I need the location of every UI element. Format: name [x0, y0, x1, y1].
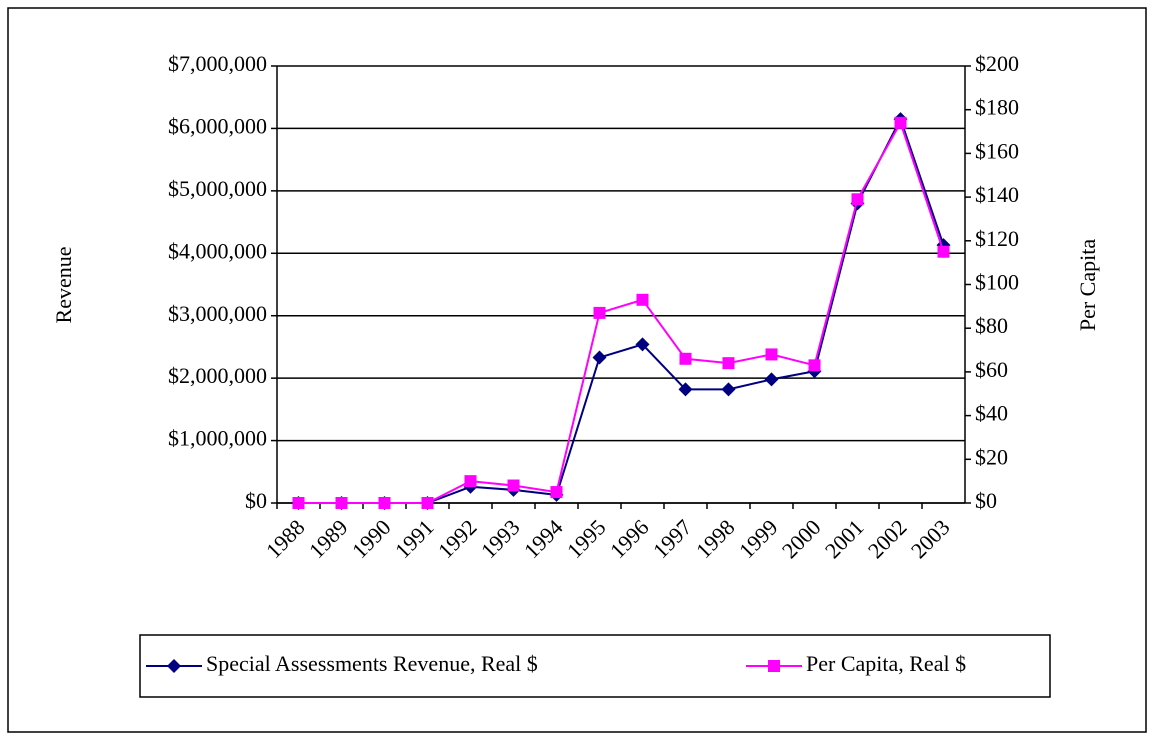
- y-tick-label: $4,000,000: [168, 238, 267, 263]
- point: [678, 382, 693, 397]
- point: [335, 497, 348, 509]
- point: [722, 357, 735, 370]
- point: [592, 350, 607, 365]
- point: [808, 359, 821, 372]
- legend-marker: [167, 659, 181, 673]
- point: [894, 116, 907, 129]
- point: [464, 475, 477, 488]
- y2-tick-label: $0: [975, 488, 997, 513]
- y2-tick-label: $80: [975, 313, 1008, 338]
- point: [593, 306, 606, 319]
- y2-tick-label: $140: [975, 182, 1019, 207]
- y2-tick-label: $120: [975, 226, 1019, 251]
- legend-box: [139, 634, 1051, 698]
- y2-tick-label: $60: [975, 357, 1008, 382]
- point: [507, 479, 520, 492]
- point: [378, 497, 391, 509]
- point: [721, 382, 736, 397]
- point: [635, 337, 650, 352]
- y-tick-label: $5,000,000: [168, 176, 267, 201]
- point: [636, 293, 649, 306]
- y2-tick-label: $180: [975, 95, 1019, 120]
- point: [765, 348, 778, 361]
- legend-label: Per Capita, Real $: [806, 651, 966, 676]
- series-line: [298, 120, 945, 504]
- y2-tick-label: $20: [975, 444, 1008, 469]
- point: [421, 497, 434, 509]
- y-tick-label: $7,000,000: [168, 51, 267, 76]
- y2-tick-label: $160: [975, 138, 1019, 163]
- point: [764, 372, 779, 387]
- point: [679, 352, 692, 365]
- point: [292, 497, 305, 509]
- point: [851, 193, 864, 206]
- point: [937, 245, 950, 258]
- y-tick-label: $1,000,000: [168, 426, 267, 451]
- y2-tick-label: $100: [975, 270, 1019, 295]
- y2-tick-label: $200: [975, 51, 1019, 76]
- legend-label: Special Assessments Revenue, Real $: [206, 651, 538, 676]
- y2-tick-label: $40: [975, 401, 1008, 426]
- point: [550, 486, 563, 499]
- legend-marker: [768, 660, 780, 672]
- y-tick-label: $0: [245, 488, 267, 513]
- y-tick-label: $2,000,000: [168, 363, 267, 388]
- y-axis-title: Revenue: [51, 247, 76, 324]
- y-tick-label: $3,000,000: [168, 301, 267, 326]
- y-tick-label: $6,000,000: [168, 113, 267, 138]
- y2-axis-title: Per Capita: [1075, 239, 1100, 331]
